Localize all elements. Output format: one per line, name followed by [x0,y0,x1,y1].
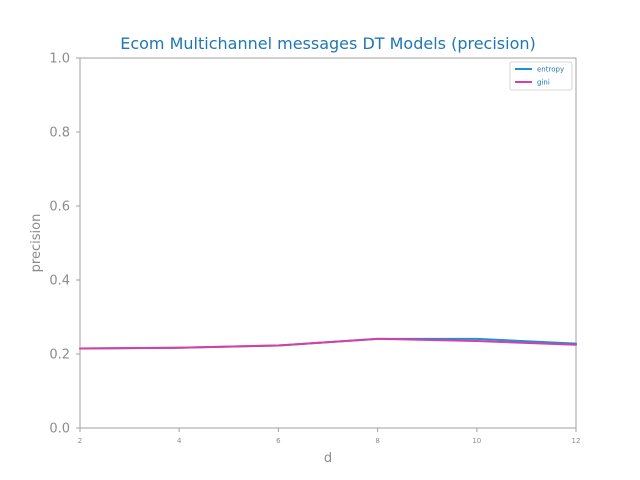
y-axis: 0.0 0.2 0.4 0.6 0.8 1.0 [49,52,80,437]
chart-title: Ecom Multichannel messages DT Models (pr… [120,34,536,53]
series-layer [79,337,577,350]
x-tick-label: 8 [375,437,379,445]
legend: entropy gini [509,61,573,91]
y-tick-label: 0.2 [49,348,70,363]
legend-label-gini: gini [537,79,550,87]
x-tick-label: 12 [572,437,581,445]
x-axis-label: d [324,451,332,466]
x-tick-label: 10 [472,437,481,445]
legend-label-entropy: entropy [537,66,564,74]
series-gini [79,337,577,350]
x-tick-label: 4 [177,437,182,445]
y-tick-label: 0.0 [49,422,70,437]
plot-frame [79,57,577,429]
x-tick-label: 6 [276,437,281,445]
x-axis: 2 4 6 8 10 12 [78,428,581,445]
y-tick-label: 0.4 [49,274,70,289]
x-tick-label: 2 [78,437,82,445]
series-line-gini [79,337,577,350]
y-tick-label: 0.8 [49,126,70,141]
y-tick-label: 1.0 [49,52,70,67]
y-tick-label: 0.6 [49,200,70,215]
y-axis-label: precision [29,214,44,273]
legend-items: entropy gini [515,66,564,87]
plot-area [79,57,577,429]
